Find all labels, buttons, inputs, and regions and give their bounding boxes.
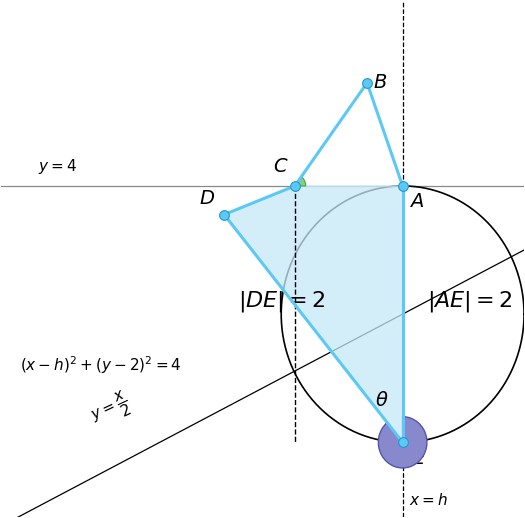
- Text: $A$: $A$: [408, 192, 424, 211]
- Wedge shape: [295, 177, 306, 186]
- Text: $E$: $E$: [412, 449, 426, 468]
- Text: $|AE| = 2$: $|AE| = 2$: [427, 289, 512, 314]
- Text: $B$: $B$: [373, 74, 387, 92]
- Text: $y = 4$: $y = 4$: [38, 157, 77, 176]
- Text: $x = h$: $x = h$: [408, 492, 447, 508]
- Wedge shape: [379, 416, 427, 468]
- Text: $(x-h)^2 + (y-2)^2 = 4$: $(x-h)^2 + (y-2)^2 = 4$: [20, 354, 182, 376]
- Polygon shape: [224, 186, 403, 442]
- Text: $|DE| = 2$: $|DE| = 2$: [237, 289, 325, 314]
- Text: $D$: $D$: [199, 189, 215, 208]
- Text: $y = \dfrac{x}{2}$: $y = \dfrac{x}{2}$: [87, 388, 135, 432]
- Text: $C$: $C$: [273, 157, 289, 176]
- Text: $\theta$: $\theta$: [375, 391, 388, 410]
